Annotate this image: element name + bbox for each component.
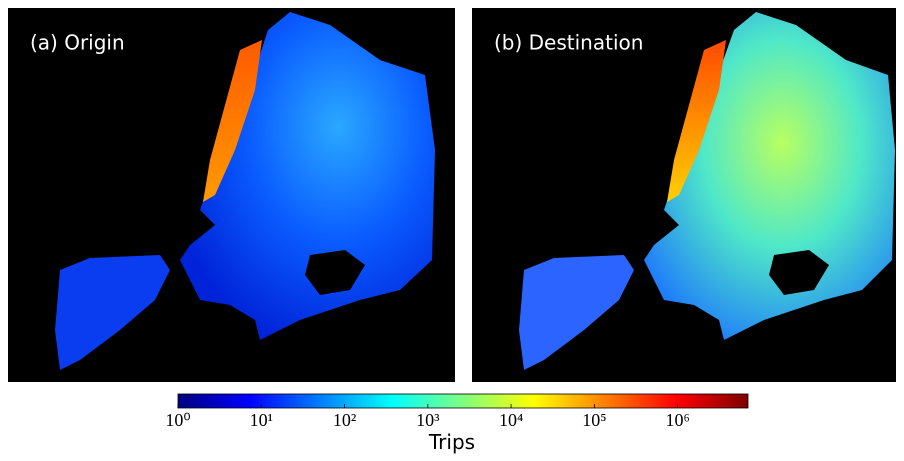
colorbar: Trips 10⁰ 10¹ 10² 10³ 10⁴ 10⁵ 10⁶	[165, 394, 748, 454]
panel-origin: (a) Origin	[8, 8, 455, 382]
tick-label: 10⁰	[165, 410, 190, 430]
colorbar-title: Trips	[428, 430, 475, 454]
tick-label: 10²	[333, 410, 356, 430]
panel-destination: (b) Destination	[472, 8, 896, 382]
tick-label: 10¹	[250, 410, 273, 430]
tick-label: 10⁶	[665, 410, 689, 430]
tick-label: 10³	[416, 410, 440, 430]
panel-label: (a) Origin	[30, 31, 125, 55]
tick-label: 10⁵	[582, 410, 606, 430]
figure: (a) Origin (b) Destination Trips 10⁰ 10¹ 1…	[0, 0, 904, 461]
tick-label: 10⁴	[499, 410, 523, 430]
colorbar-scale	[178, 394, 748, 408]
panel-label: (b) Destination	[494, 31, 643, 55]
